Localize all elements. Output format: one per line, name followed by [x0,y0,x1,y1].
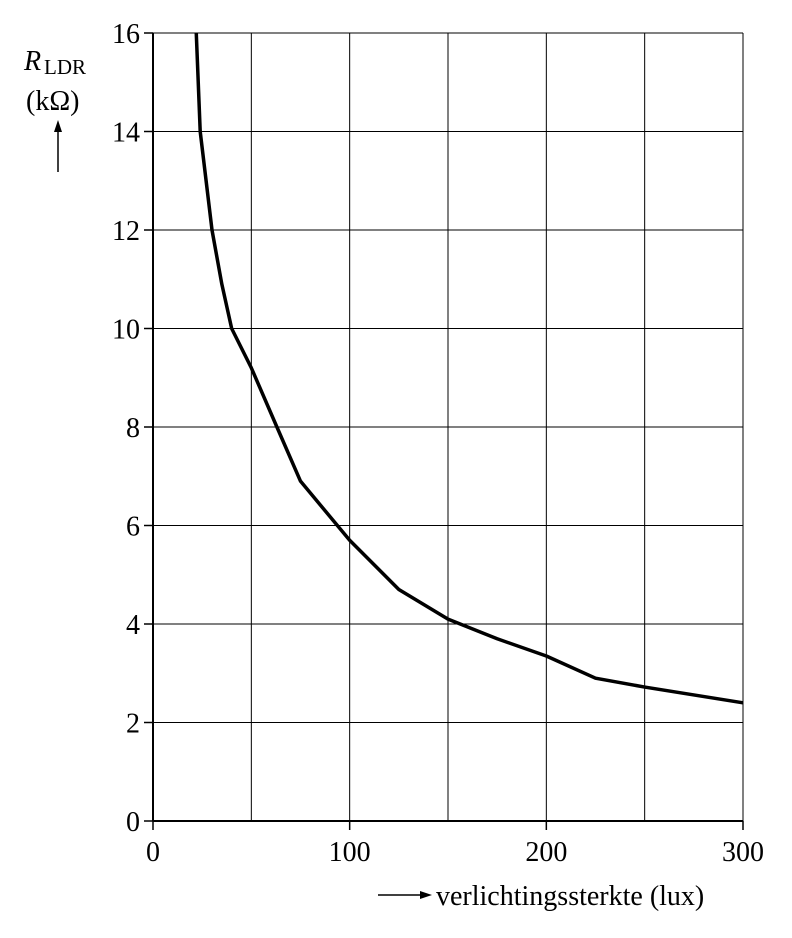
y-tick-label: 12 [112,216,140,247]
x-tick-label: 0 [146,837,160,868]
x-arrow-head [420,891,432,899]
y-tick-label: 10 [112,315,140,346]
x-tick-label: 200 [525,837,567,868]
x-tick-label: 300 [722,837,764,868]
y-tick-label: 6 [126,512,140,543]
y-tick-label: 14 [112,118,140,149]
y-label-symbol: R [23,46,41,77]
y-tick-label: 0 [126,807,140,838]
y-tick-label: 16 [112,19,140,50]
x-tick-label: 100 [329,837,371,868]
y-arrow-head [54,120,62,132]
y-label-subscript: LDR [44,55,86,79]
y-label-unit: (kΩ) [26,86,79,117]
data-line [194,32,744,705]
y-tick-label: 4 [126,610,140,641]
y-tick-label: 2 [126,709,140,740]
y-tick-label: 8 [126,413,140,444]
x-label: verlichtingssterkte (lux) [436,881,704,912]
